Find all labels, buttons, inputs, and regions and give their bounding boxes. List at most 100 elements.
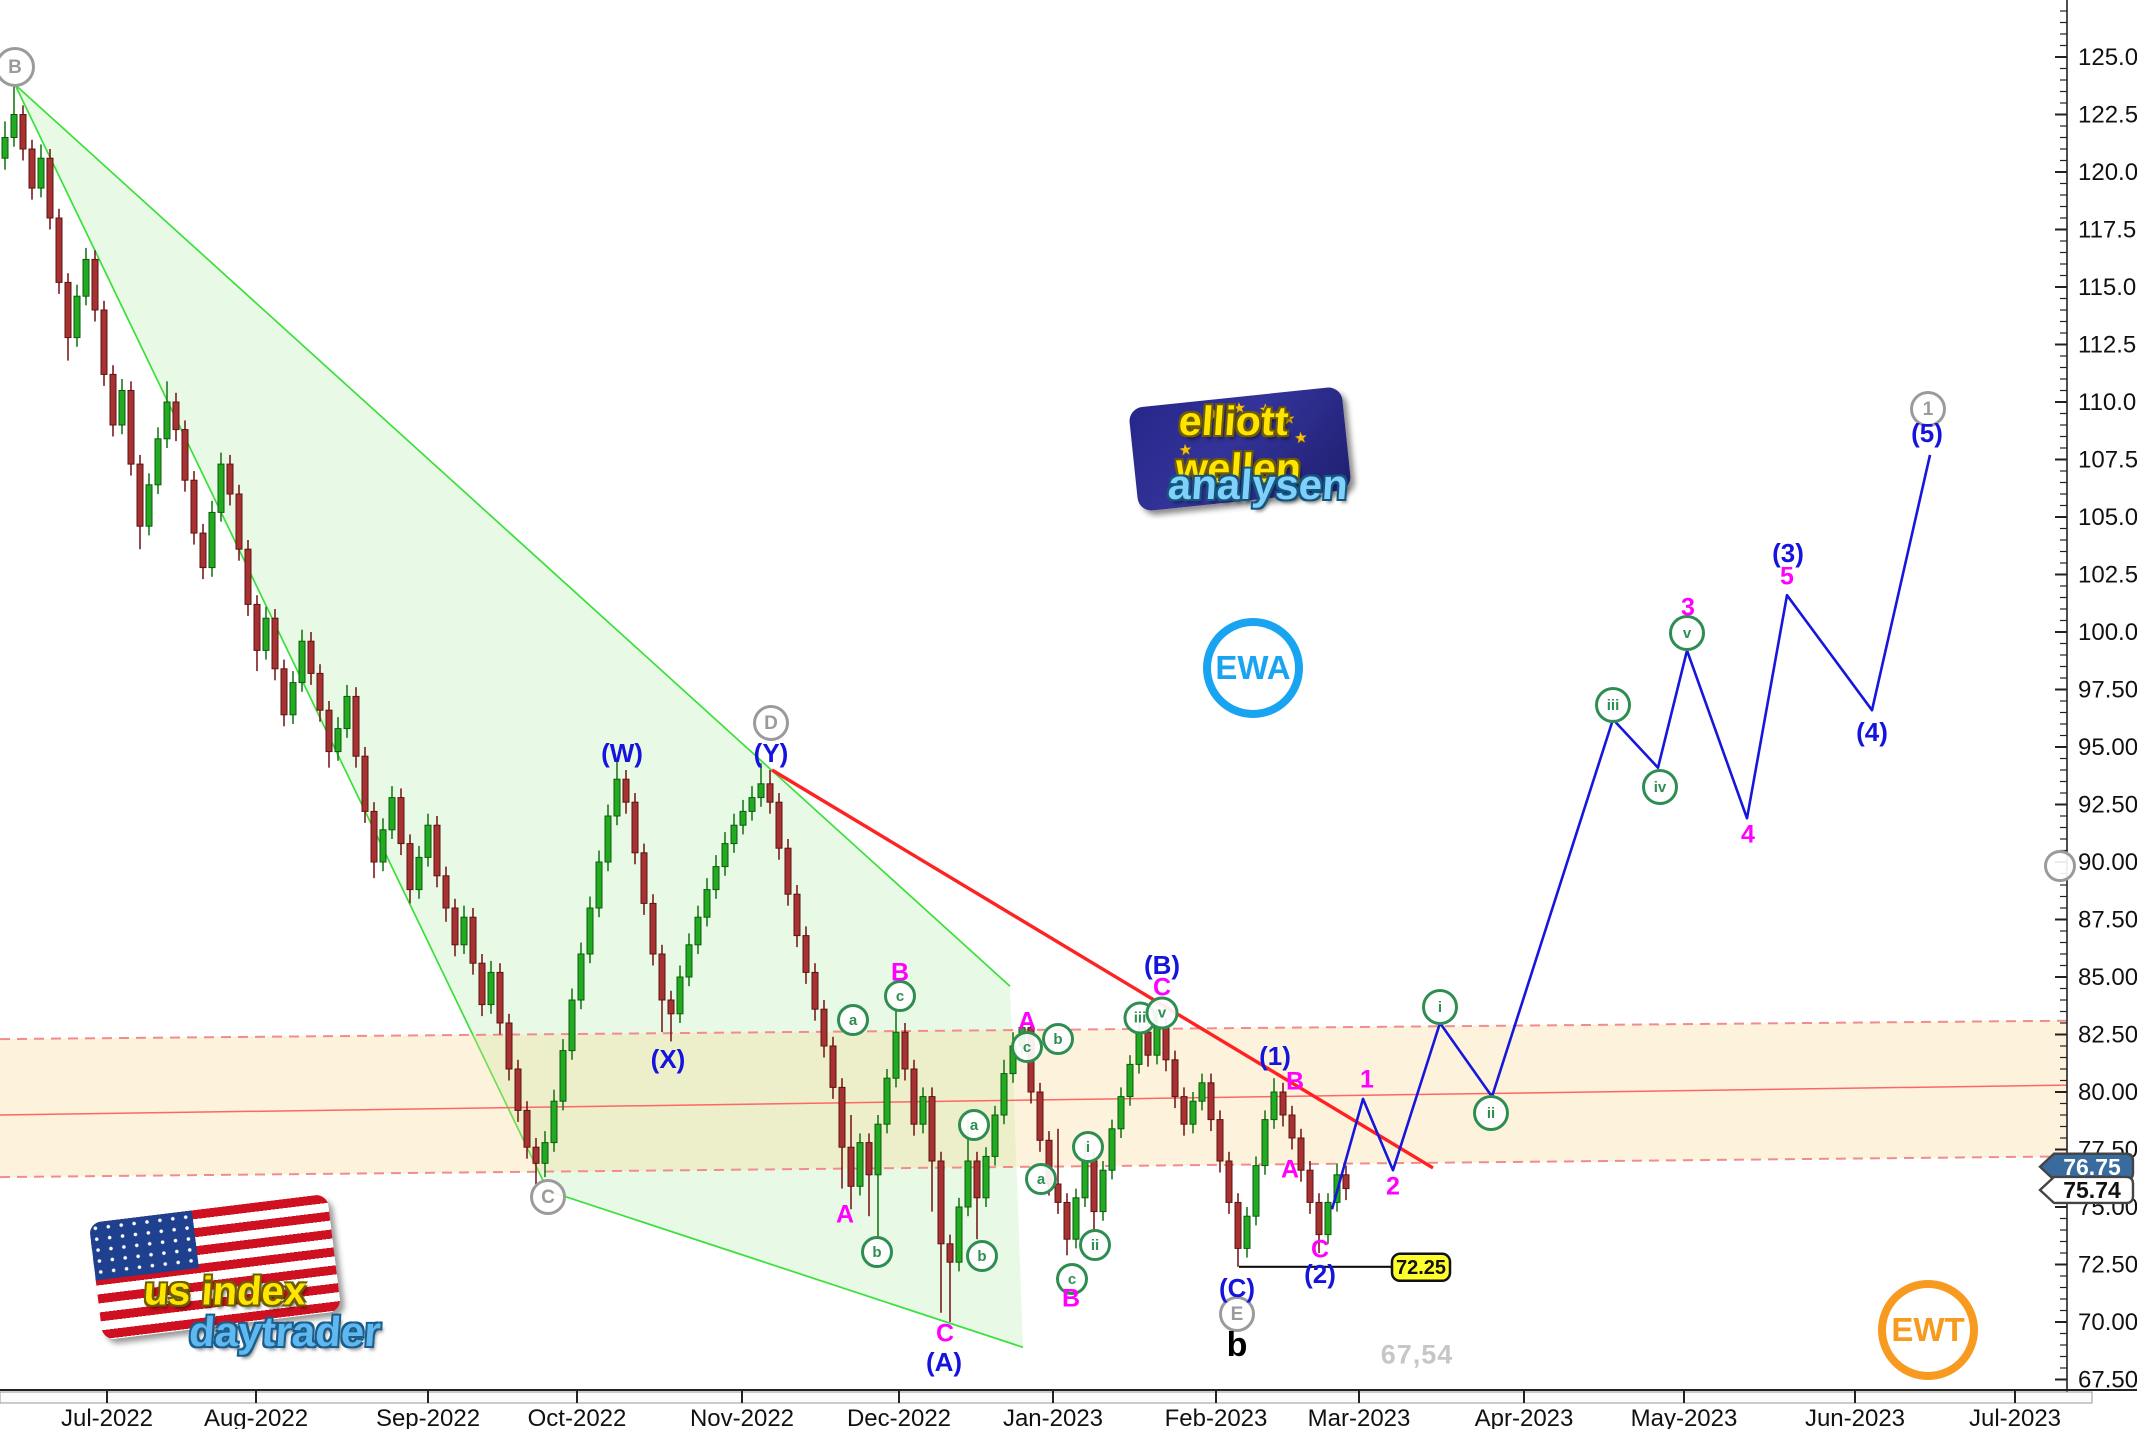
candle-body xyxy=(280,668,288,716)
price-tag-label: 75.74 xyxy=(2063,1177,2121,1203)
candle-body xyxy=(505,1022,513,1070)
candle-body xyxy=(1027,1027,1035,1093)
watermark-subtitle: analysen xyxy=(1166,461,1350,508)
candle-body xyxy=(406,843,414,891)
price-axis-label: 72.50 xyxy=(2078,1252,2137,1279)
candle-body xyxy=(919,1096,927,1125)
candle-body xyxy=(1117,1096,1125,1130)
price-axis-label: 122.50 xyxy=(2078,102,2137,129)
price-axis-label: 125.00 xyxy=(2078,44,2137,71)
candle-body xyxy=(1126,1063,1134,1098)
candle-body xyxy=(136,463,144,527)
candle-body xyxy=(1090,1160,1098,1213)
candle-body xyxy=(469,916,477,964)
month-label: Sep-2022 xyxy=(376,1405,480,1429)
candle-body xyxy=(1306,1169,1314,1203)
ewt-badge: EWT xyxy=(1878,1280,1978,1380)
candle-body xyxy=(460,916,468,946)
candle-body xyxy=(1180,1096,1188,1125)
candle-body xyxy=(235,493,243,550)
candle-body xyxy=(262,617,270,651)
candle-body xyxy=(640,852,648,904)
candle-body xyxy=(1342,1174,1350,1190)
candle-body xyxy=(1072,1197,1080,1240)
candle-body xyxy=(523,1109,531,1148)
month-label: Apr-2023 xyxy=(1475,1405,1574,1429)
price-axis-label: 87.50 xyxy=(2078,907,2137,934)
level-flag-label: 72.25 xyxy=(1396,1257,1446,1279)
level-flag xyxy=(1390,1252,1452,1283)
price-axis-label: 102.50 xyxy=(2078,562,2137,589)
candle-body xyxy=(712,866,720,891)
month-label: Nov-2022 xyxy=(690,1405,794,1429)
candle-body xyxy=(190,479,198,534)
candle-body xyxy=(550,1100,558,1144)
candle-body xyxy=(424,824,432,858)
candle-body xyxy=(1162,1027,1170,1061)
channel-dashed-line xyxy=(0,1155,2068,1179)
month-label: Mar-2023 xyxy=(1308,1405,1411,1429)
candle-body xyxy=(1261,1119,1269,1167)
candle-body xyxy=(775,801,783,849)
candle-body xyxy=(334,728,342,753)
price-axis-label: 82.50 xyxy=(2078,1022,2137,1049)
candle-body xyxy=(910,1068,918,1125)
candle-body xyxy=(838,1086,846,1148)
month-label: Jan-2023 xyxy=(1003,1405,1103,1429)
candle-body xyxy=(1171,1059,1179,1098)
candle-body xyxy=(325,709,333,753)
candle-body xyxy=(1081,1160,1089,1199)
candle-body xyxy=(658,953,666,1001)
candle-body xyxy=(1099,1169,1107,1213)
candle-body xyxy=(451,907,459,946)
candle-body xyxy=(199,532,207,569)
candle-body xyxy=(1288,1114,1296,1139)
candle-body xyxy=(604,815,612,863)
orange-channel xyxy=(0,1020,2067,1178)
candle-body xyxy=(37,157,45,189)
candle-body xyxy=(379,829,387,863)
candle-body xyxy=(739,810,747,826)
candle-body xyxy=(217,463,225,513)
candle-body xyxy=(865,1142,873,1176)
month-label: Feb-2023 xyxy=(1165,1405,1268,1429)
candle-body xyxy=(622,778,630,803)
candle-body xyxy=(1243,1215,1251,1249)
time-axis-scrollbar[interactable] xyxy=(0,1391,2093,1404)
candle-body xyxy=(298,640,306,684)
candle-body xyxy=(1108,1128,1116,1171)
candle-body xyxy=(145,484,153,527)
candle-body xyxy=(613,778,621,817)
candle-body xyxy=(127,390,135,465)
price-axis-label: 107.50 xyxy=(2078,447,2137,474)
candle-body xyxy=(1018,1027,1026,1047)
candle-body xyxy=(1207,1082,1215,1121)
candle-body xyxy=(1054,1183,1062,1203)
price-axis-label: 112.50 xyxy=(2078,332,2137,359)
month-label: Jul-2023 xyxy=(1969,1405,2061,1429)
candle-body xyxy=(244,548,252,605)
candle-body xyxy=(631,801,639,854)
candle-body xyxy=(793,893,801,937)
candle-body xyxy=(892,1031,900,1079)
candle-body xyxy=(154,438,162,486)
candle-body xyxy=(586,907,594,955)
candle-body xyxy=(91,258,99,311)
candle-body xyxy=(541,1142,549,1164)
candle-body xyxy=(1045,1139,1053,1185)
candle-body xyxy=(829,1045,837,1088)
candle-body xyxy=(487,971,495,1006)
candle-body xyxy=(73,295,81,339)
candle-body xyxy=(784,847,792,895)
candle-body xyxy=(955,1206,963,1263)
candle-body xyxy=(1,137,9,159)
green-trendline xyxy=(14,83,1011,987)
month-label: Jul-2022 xyxy=(61,1405,153,1429)
candle-body xyxy=(442,875,450,909)
candle-body xyxy=(478,962,486,1006)
candle-body xyxy=(1000,1073,1008,1116)
candle-body xyxy=(352,695,360,757)
candle-body xyxy=(100,309,108,375)
